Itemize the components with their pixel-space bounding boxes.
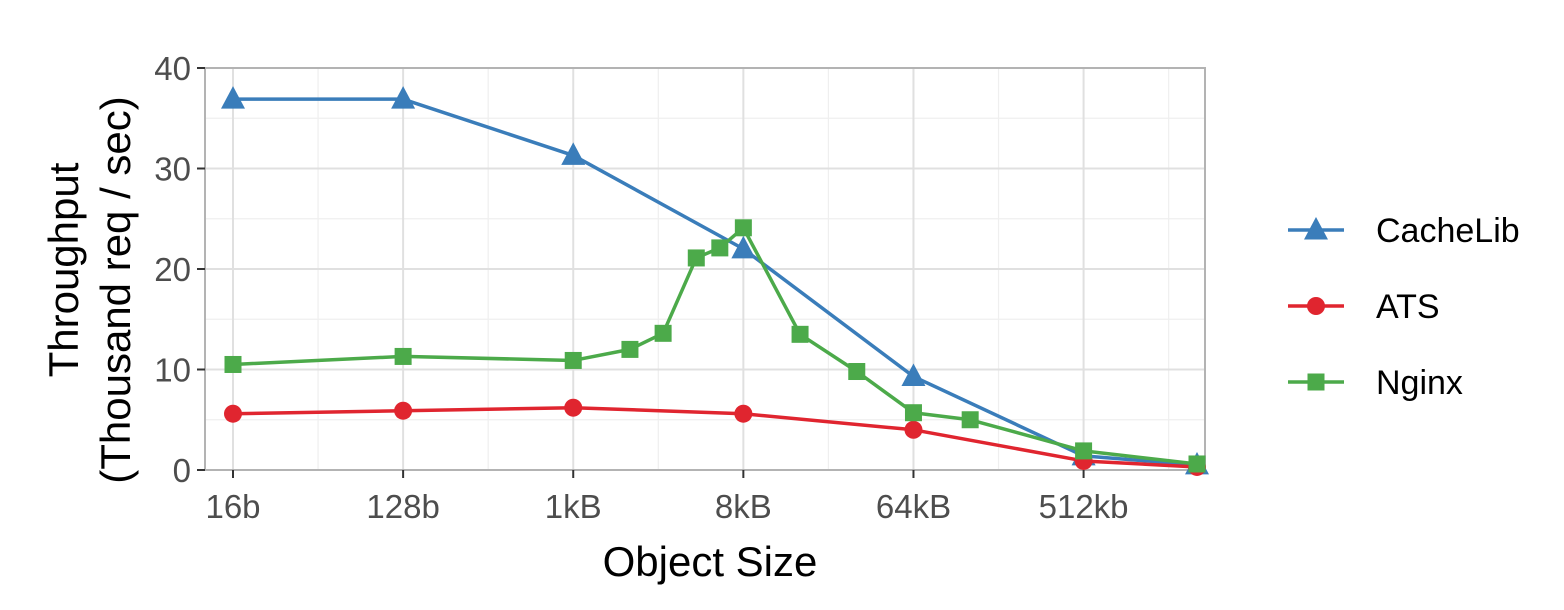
x-tick-label: 16b <box>205 488 260 525</box>
data-point-nginx <box>621 340 639 358</box>
data-point-cachelib <box>391 86 416 109</box>
y-axis-title-line1: Throughput <box>40 162 87 377</box>
series-line-nginx <box>232 226 1198 466</box>
y-tick-label: 40 <box>154 50 191 87</box>
legend-item-cachelib: CacheLib <box>1288 212 1520 250</box>
legend-label-ats: ATS <box>1376 288 1440 326</box>
data-point-nginx <box>961 411 979 429</box>
x-tick-label: 128b <box>366 488 439 525</box>
legend-label-nginx: Nginx <box>1376 364 1463 402</box>
data-point-nginx <box>394 347 412 365</box>
legend-marker-ats <box>1307 297 1325 315</box>
data-point-nginx <box>711 239 729 257</box>
data-point-nginx <box>1075 442 1093 460</box>
data-point-ats <box>224 404 242 423</box>
data-point-ats <box>564 398 583 417</box>
legend-label-cachelib: CacheLib <box>1376 212 1520 250</box>
data-point-nginx <box>1188 455 1206 473</box>
x-tick-label: 1kB <box>545 488 602 525</box>
x-axis-title: Object Size <box>603 538 818 585</box>
x-tick-label: 64kB <box>876 488 951 525</box>
x-tick-label: 8kB <box>715 488 772 525</box>
legend-item-nginx: Nginx <box>1288 364 1463 402</box>
y-axis-title-line2: (Thousand req / sec) <box>92 96 139 484</box>
legend-marker-cachelib <box>1304 216 1328 240</box>
series-layer <box>221 86 1209 476</box>
data-point-nginx <box>564 351 582 369</box>
data-point-nginx <box>848 363 866 381</box>
y-tick-label: 30 <box>154 151 191 188</box>
axes: 0 10 20 30 40 16b 128b 1kB 8kB 64kB 512kb <box>154 50 1128 525</box>
data-point-cachelib <box>731 235 756 259</box>
y-tick-label: 10 <box>154 352 191 389</box>
data-point-cachelib <box>901 363 926 386</box>
data-point-nginx <box>224 355 242 373</box>
data-point-cachelib <box>561 142 586 165</box>
series-nginx <box>224 219 1206 473</box>
data-point-nginx <box>904 404 922 422</box>
x-tick-label: 512kb <box>1039 488 1129 525</box>
legend: CacheLib ATS Nginx <box>1288 212 1520 402</box>
y-tick-label: 20 <box>154 251 191 288</box>
data-point-nginx <box>734 219 752 237</box>
data-point-nginx <box>687 249 705 267</box>
data-point-cachelib <box>221 86 245 109</box>
data-point-ats <box>904 420 923 439</box>
legend-marker-nginx <box>1307 373 1325 391</box>
data-point-ats <box>394 401 413 420</box>
data-point-ats <box>734 404 753 423</box>
legend-item-ats: ATS <box>1288 288 1440 326</box>
data-point-nginx <box>791 325 809 343</box>
data-point-nginx <box>654 324 672 342</box>
y-tick-label: 0 <box>173 452 191 489</box>
